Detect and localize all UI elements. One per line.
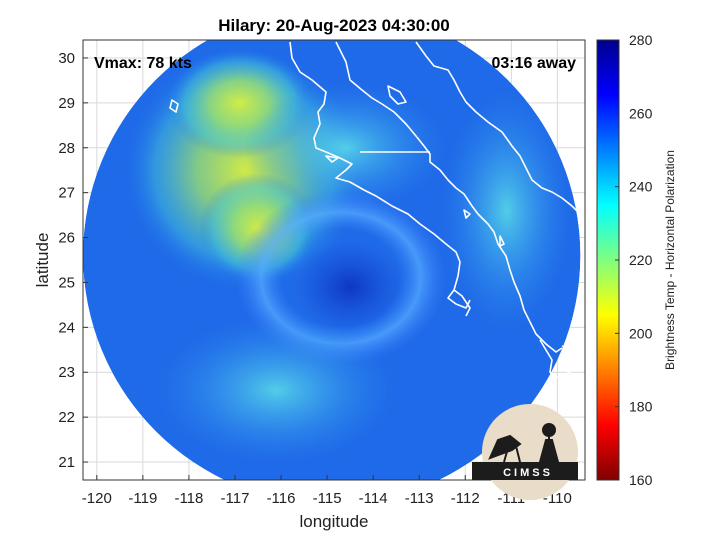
brightness-temp-swath bbox=[83, 40, 581, 480]
x-tick-label: -114 bbox=[359, 490, 388, 507]
cyan-cloud-east bbox=[442, 90, 572, 331]
coastline-cape bbox=[447, 289, 581, 379]
x-tick-label: -112 bbox=[451, 490, 480, 507]
colorbar-tick-label: 240 bbox=[629, 179, 653, 195]
colorbar-tick-label: 220 bbox=[629, 252, 653, 268]
y-tick-label: 24 bbox=[58, 319, 75, 336]
coastline-mainland bbox=[415, 41, 585, 225]
y-ticks: 21 22 23 24 25 26 27 28 29 30 bbox=[58, 50, 88, 471]
y-axis-label: latitude bbox=[33, 233, 52, 288]
colorbar-tick-label: 280 bbox=[629, 32, 653, 48]
x-tick-label: -113 bbox=[405, 490, 434, 507]
y-tick-label: 28 bbox=[58, 140, 75, 157]
logo-text: CIMSS bbox=[503, 467, 553, 479]
coastline-gulf-baja-east bbox=[335, 41, 563, 353]
island-4 bbox=[463, 209, 505, 247]
colorbar-tick-label: 180 bbox=[629, 399, 653, 415]
colorbar-tick-label: 260 bbox=[629, 105, 653, 121]
swath-features bbox=[124, 47, 572, 464]
chart-title: Hilary: 20-Aug-2023 04:30:00 bbox=[218, 16, 450, 35]
logo-band bbox=[472, 462, 578, 480]
cimss-logo: CIMSS bbox=[472, 404, 578, 500]
y-tick-label: 25 bbox=[58, 274, 75, 291]
island-3 bbox=[325, 155, 339, 163]
x-ticks: -120 -119 -118 -117 -116 -115 -114 -113 -112 -111… bbox=[82, 475, 572, 507]
y-tick-label: 30 bbox=[58, 50, 75, 67]
rainband-south bbox=[156, 316, 397, 464]
x-tick-label: -117 bbox=[221, 490, 250, 507]
x-axis-label: longitude bbox=[299, 512, 368, 531]
island-1 bbox=[169, 99, 179, 113]
colorbar-tick-label: 200 bbox=[629, 325, 653, 341]
x-tick-label: -116 bbox=[267, 490, 296, 507]
vmax-annotation: Vmax: 78 kts bbox=[94, 55, 192, 72]
cyan-cloud-north bbox=[244, 83, 447, 213]
y-tick-label: 21 bbox=[58, 454, 75, 471]
x-tick-label: -120 bbox=[82, 490, 112, 507]
axes-frame bbox=[82, 39, 586, 481]
y-tick-label: 26 bbox=[58, 230, 75, 247]
colorbar-tick-label: 160 bbox=[629, 472, 653, 488]
coastlines bbox=[169, 41, 585, 379]
island-2 bbox=[387, 85, 407, 105]
colorbar-label: Brightness Temp - Horizontal Polarizatio… bbox=[663, 150, 677, 370]
x-tick-label: -115 bbox=[313, 490, 342, 507]
colorbar: 160 180 200 220 240 260 280 Brightness Temp - … bbox=[596, 32, 677, 488]
y-tick-label: 23 bbox=[58, 364, 75, 381]
coastline-baja-west bbox=[289, 41, 471, 317]
x-tick-label: -118 bbox=[174, 490, 203, 507]
x-tick-label: -119 bbox=[128, 490, 157, 507]
time-offset-annotation: 03:16 away bbox=[491, 55, 576, 72]
y-tick-label: 29 bbox=[58, 95, 75, 112]
colorbar-ticks: 160 180 200 220 240 260 280 bbox=[615, 32, 653, 488]
y-tick-label: 22 bbox=[58, 409, 75, 426]
y-tick-label: 27 bbox=[58, 185, 75, 202]
logo-dish-icon bbox=[488, 434, 522, 463]
logo-tower-dome bbox=[542, 423, 556, 437]
